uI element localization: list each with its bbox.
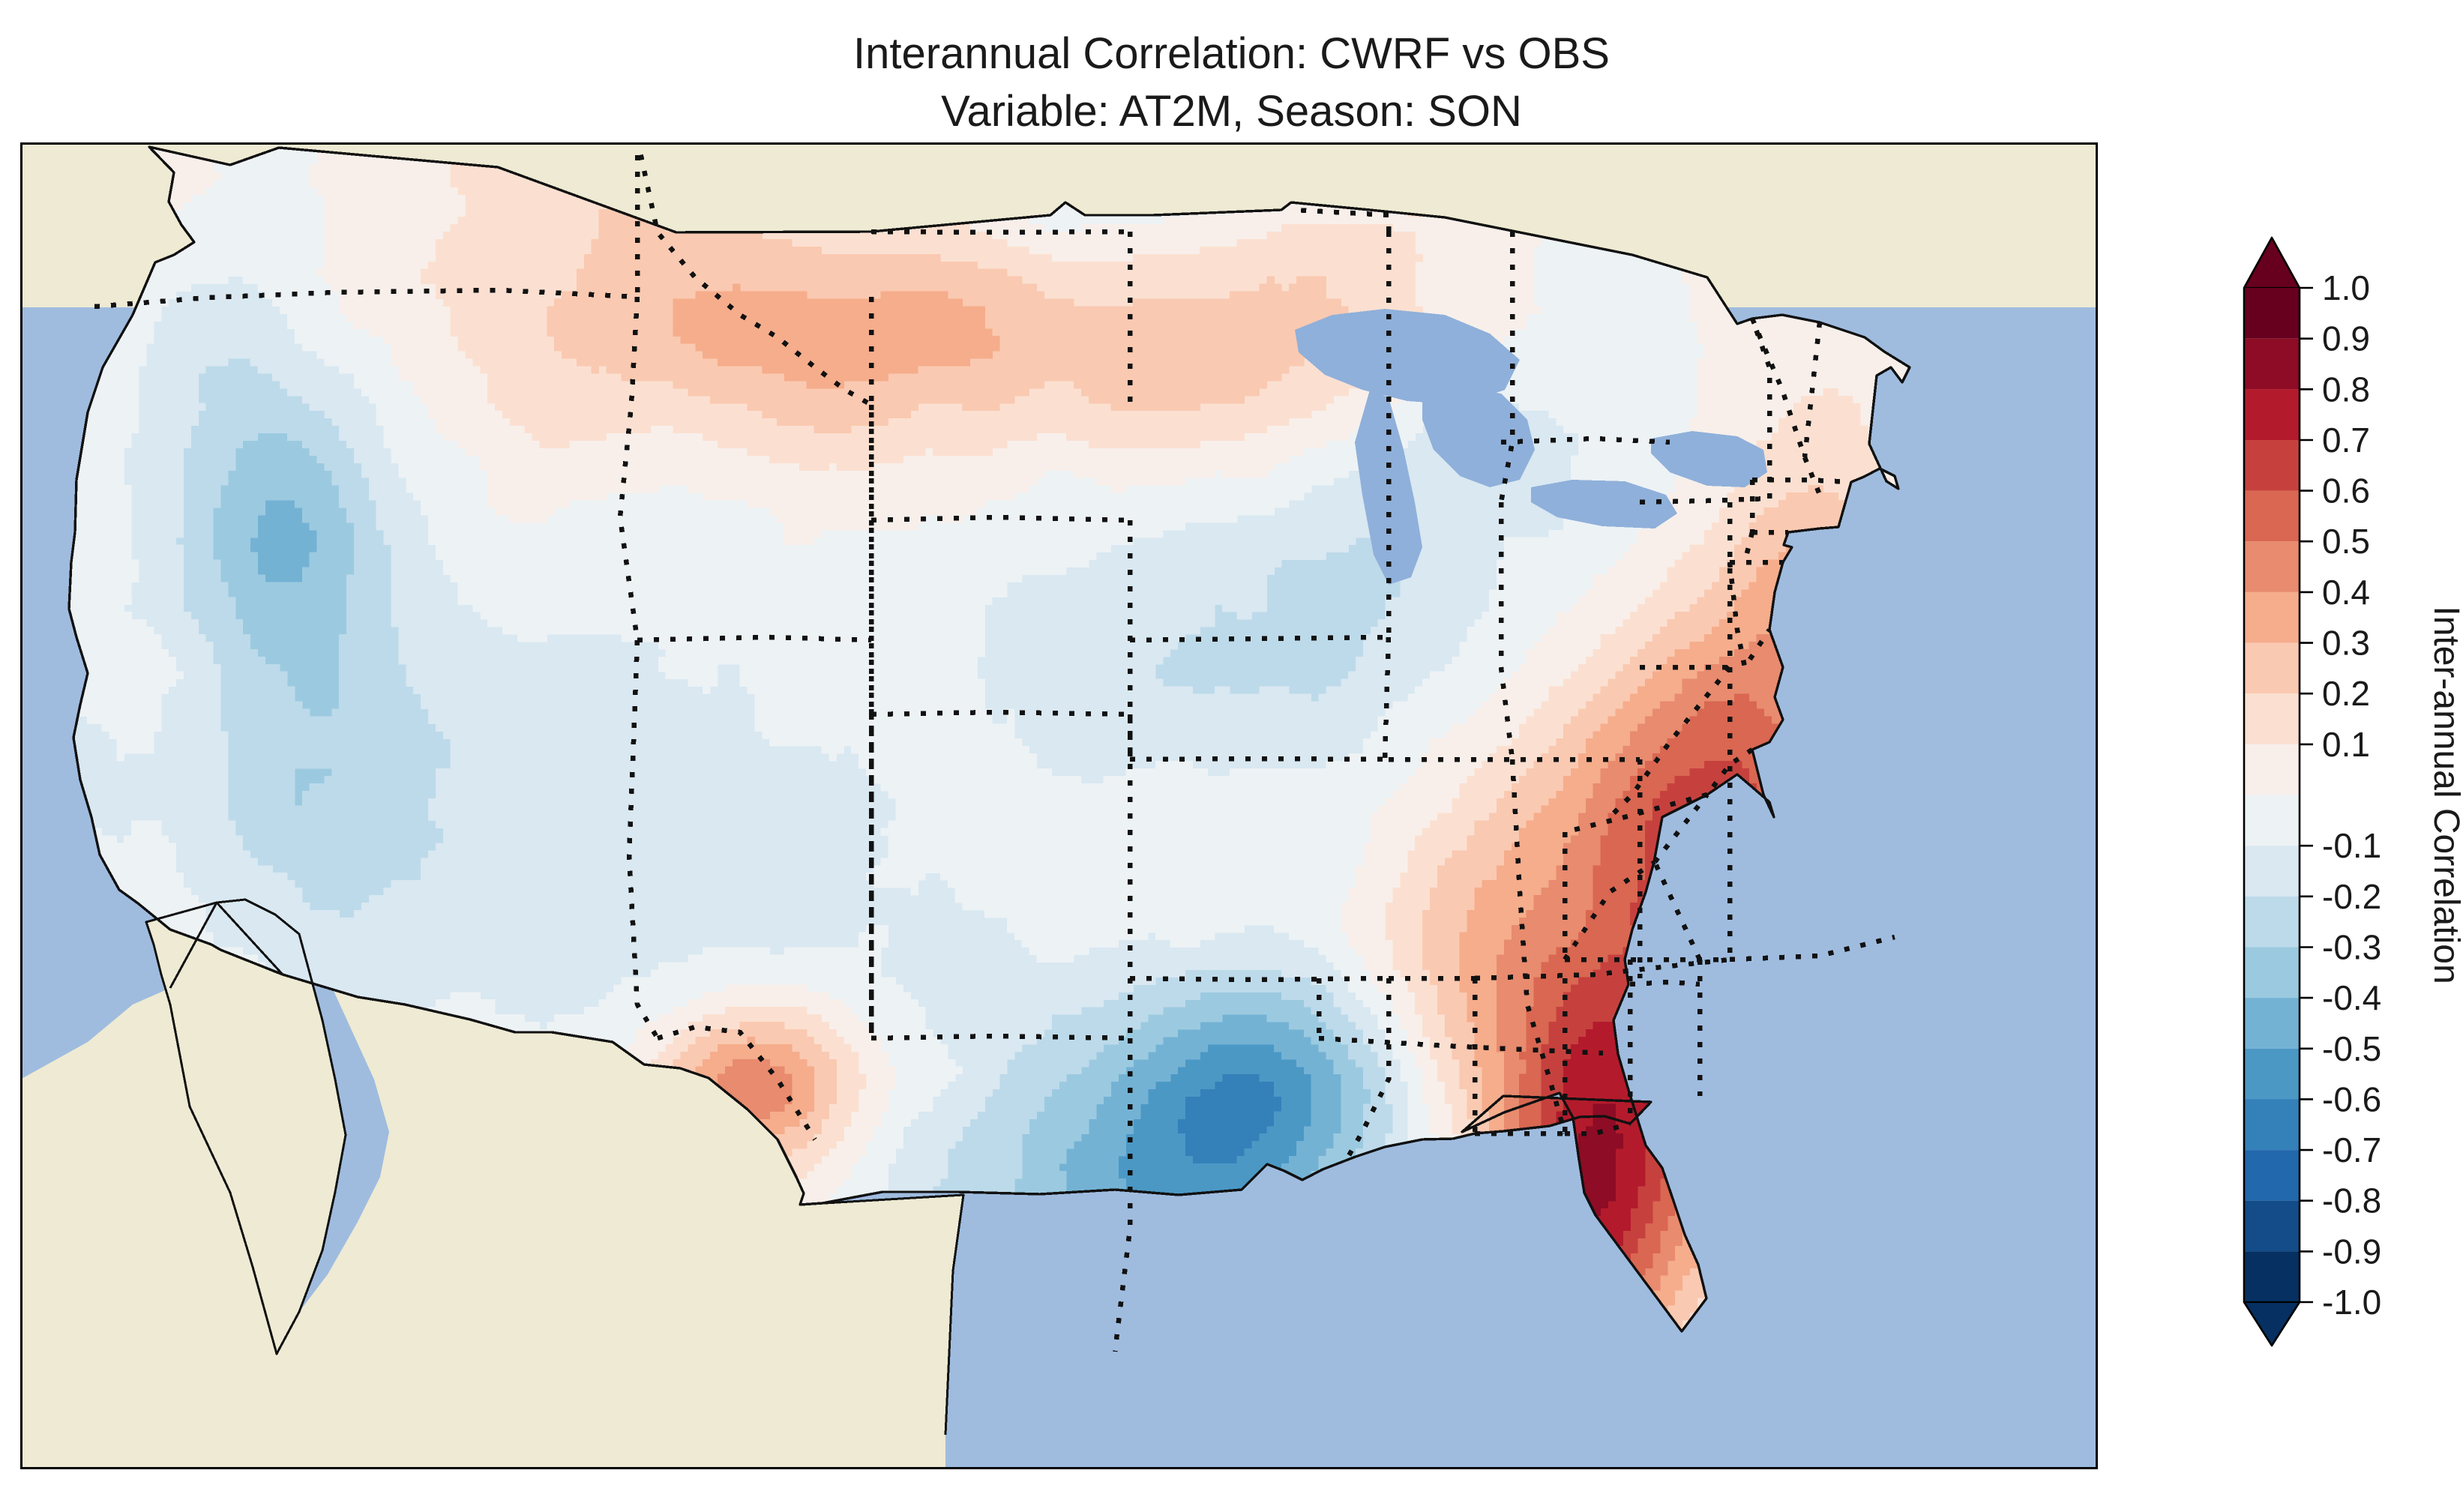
svg-text:-0.9: -0.9 bbox=[2322, 1232, 2381, 1271]
svg-text:0.5: 0.5 bbox=[2322, 522, 2370, 561]
svg-text:-0.2: -0.2 bbox=[2322, 877, 2381, 916]
svg-text:Inter-annual Correlation: Inter-annual Correlation bbox=[2426, 606, 2463, 984]
svg-text:-0.4: -0.4 bbox=[2322, 978, 2381, 1017]
svg-text:0.9: 0.9 bbox=[2322, 319, 2370, 358]
svg-text:0.3: 0.3 bbox=[2322, 624, 2370, 663]
svg-text:-0.5: -0.5 bbox=[2322, 1029, 2381, 1068]
svg-text:-0.6: -0.6 bbox=[2322, 1079, 2381, 1118]
svg-text:-0.7: -0.7 bbox=[2322, 1130, 2381, 1169]
svg-text:0.7: 0.7 bbox=[2322, 421, 2370, 460]
svg-text:-0.8: -0.8 bbox=[2322, 1181, 2381, 1220]
svg-text:0.8: 0.8 bbox=[2322, 370, 2370, 409]
svg-text:0.6: 0.6 bbox=[2322, 472, 2370, 510]
svg-text:0.4: 0.4 bbox=[2322, 573, 2370, 612]
svg-text:0.2: 0.2 bbox=[2322, 674, 2370, 713]
svg-text:1.0: 1.0 bbox=[2322, 268, 2370, 307]
svg-text:-0.1: -0.1 bbox=[2322, 826, 2381, 865]
svg-text:-0.3: -0.3 bbox=[2322, 928, 2381, 967]
svg-text:0.1: 0.1 bbox=[2322, 725, 2370, 764]
svg-text:-1.0: -1.0 bbox=[2322, 1283, 2381, 1322]
